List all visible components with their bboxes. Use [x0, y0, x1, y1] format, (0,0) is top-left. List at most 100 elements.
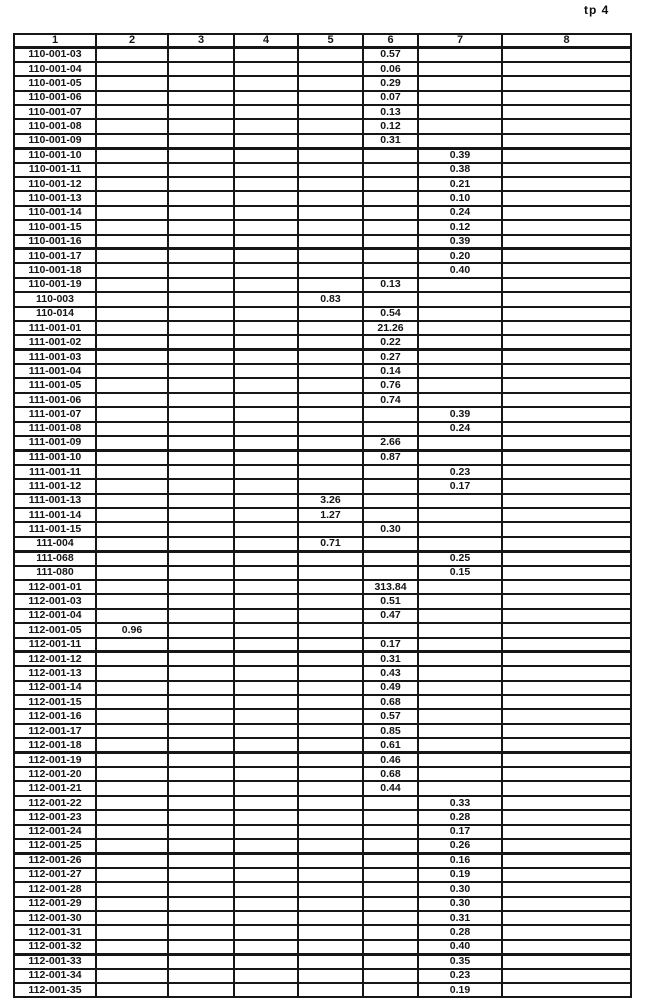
- empty-cell: [501, 248, 632, 265]
- value-cell: 0.43: [362, 665, 419, 682]
- empty-cell: [233, 492, 299, 510]
- empty-cell: [501, 723, 632, 740]
- empty-cell: [95, 478, 169, 495]
- empty-cell: [297, 593, 364, 610]
- empty-cell: [167, 982, 235, 999]
- empty-cell: [501, 564, 632, 581]
- empty-cell: [95, 637, 169, 654]
- empty-cell: [297, 794, 364, 812]
- row-id-cell: 110-001-13: [13, 190, 97, 207]
- empty-cell: [297, 435, 364, 452]
- empty-cell: [501, 967, 632, 984]
- empty-cell: [233, 363, 299, 380]
- empty-cell: [501, 435, 632, 452]
- empty-cell: [95, 219, 169, 236]
- empty-cell: [297, 723, 364, 740]
- empty-cell: [297, 896, 364, 912]
- empty-cell: [95, 492, 169, 510]
- empty-cell: [95, 708, 169, 725]
- empty-cell: [233, 967, 299, 984]
- empty-cell: [297, 680, 364, 697]
- empty-cell: [297, 737, 364, 755]
- empty-cell: [501, 464, 632, 481]
- empty-cell: [167, 780, 235, 797]
- empty-cell: [95, 262, 169, 279]
- value-cell: 0.57: [362, 708, 419, 725]
- empty-cell: [233, 75, 299, 92]
- value-cell: 0.22: [362, 334, 419, 352]
- empty-cell: [95, 521, 169, 538]
- empty-cell: [167, 967, 235, 984]
- empty-cell: [233, 118, 299, 135]
- value-cell: 0.10: [417, 190, 503, 207]
- row-id-cell: 110-001-19: [13, 276, 97, 294]
- row-id-cell: 110-001-16: [13, 233, 97, 251]
- empty-cell: [297, 233, 364, 251]
- empty-cell: [233, 622, 299, 639]
- value-cell: 0.31: [417, 909, 503, 927]
- empty-cell: [417, 132, 503, 150]
- empty-cell: [501, 507, 632, 524]
- empty-cell: [95, 190, 169, 207]
- empty-cell: [95, 205, 169, 222]
- column-header: 5: [297, 33, 364, 49]
- empty-cell: [417, 780, 503, 797]
- empty-cell: [362, 550, 419, 567]
- empty-cell: [297, 564, 364, 581]
- empty-cell: [233, 464, 299, 481]
- empty-cell: [233, 132, 299, 150]
- empty-cell: [95, 421, 169, 438]
- empty-cell: [362, 794, 419, 812]
- value-cell: 0.47: [362, 607, 419, 625]
- value-cell: 0.17: [362, 637, 419, 654]
- empty-cell: [95, 823, 169, 841]
- table-row: 112-001-01 313.84: [13, 578, 632, 596]
- empty-cell: [95, 449, 169, 466]
- empty-cell: [95, 939, 169, 956]
- empty-cell: [362, 492, 419, 510]
- empty-cell: [167, 421, 235, 438]
- empty-cell: [233, 953, 299, 970]
- value-cell: 0.35: [417, 953, 503, 970]
- table-row: 112-001-26 0.16: [13, 852, 632, 869]
- value-cell: 0.68: [362, 766, 419, 783]
- empty-cell: [501, 46, 632, 63]
- empty-cell: [95, 881, 169, 898]
- empty-cell: [233, 723, 299, 740]
- empty-cell: [501, 190, 632, 207]
- row-id-cell: 110-001-09: [13, 132, 97, 150]
- empty-cell: [167, 708, 235, 725]
- empty-cell: [362, 162, 419, 179]
- row-id-cell: 111-001-06: [13, 391, 97, 409]
- empty-cell: [501, 637, 632, 654]
- table-row: 111-001-01 21.26: [13, 319, 632, 337]
- row-id-cell: 110-001-12: [13, 175, 97, 193]
- table-row: 111-001-15 0.30: [13, 521, 632, 538]
- empty-cell: [95, 694, 169, 711]
- table-row: 112-001-34 0.23: [13, 967, 632, 984]
- empty-cell: [501, 578, 632, 596]
- table-row: 111-080 0.15: [13, 564, 632, 581]
- empty-cell: [297, 852, 364, 869]
- empty-cell: [167, 939, 235, 956]
- empty-cell: [167, 896, 235, 912]
- value-cell: 0.30: [417, 881, 503, 898]
- empty-cell: [167, 953, 235, 970]
- empty-cell: [501, 751, 632, 769]
- table-row: 112-001-32 0.40: [13, 939, 632, 956]
- empty-cell: [417, 492, 503, 510]
- empty-cell: [501, 334, 632, 352]
- empty-cell: [95, 723, 169, 740]
- empty-cell: [95, 248, 169, 265]
- empty-cell: [417, 708, 503, 725]
- empty-cell: [233, 751, 299, 769]
- row-id-cell: 111-068: [13, 550, 97, 567]
- empty-cell: [95, 391, 169, 409]
- empty-cell: [417, 607, 503, 625]
- table-row: 111-001-06 0.74: [13, 391, 632, 409]
- empty-cell: [297, 319, 364, 337]
- empty-cell: [95, 550, 169, 567]
- row-id-cell: 112-001-24: [13, 823, 97, 841]
- row-id-cell: 112-001-19: [13, 751, 97, 769]
